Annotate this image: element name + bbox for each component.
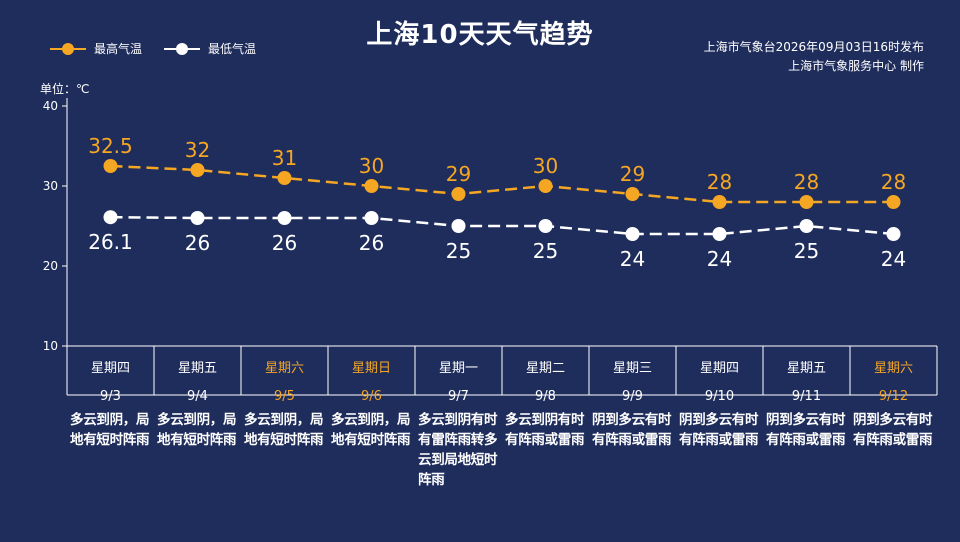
data-point-high [103, 159, 118, 173]
data-label-low: 26 [272, 231, 297, 255]
data-point-low [364, 211, 379, 225]
legend-swatch-low [164, 42, 201, 55]
publisher-line-2: 上海市气象服务中心 制作 [788, 59, 924, 73]
chart-title: 上海10天天气趋势 [366, 20, 594, 50]
data-point-low [886, 227, 901, 241]
data-point-low [625, 227, 640, 241]
weekday-label: 星期六 [265, 361, 304, 376]
weather-description: 阴到多云有时有阵雨或雷雨 [592, 412, 672, 448]
publisher-line-1: 上海市气象台2026年09月03日16时发布 [703, 40, 924, 54]
legend-item-low[interactable]: 最低气温 [164, 40, 256, 57]
weather-description: 多云到阴，局地有短时阵雨 [157, 412, 237, 448]
date-label: 9/4 [187, 389, 208, 404]
weekday-label: 星期日 [352, 361, 391, 376]
date-label: 9/7 [448, 389, 469, 404]
date-label: 9/12 [879, 389, 908, 404]
weekday-label: 星期六 [874, 361, 913, 376]
weekday-label: 星期一 [439, 361, 478, 376]
data-label-low: 26 [185, 231, 210, 255]
publisher-info: 上海市气象台2026年09月03日16时发布 上海市气象服务中心 制作 [704, 38, 924, 76]
data-label-high: 28 [881, 170, 906, 194]
data-label-high: 30 [533, 154, 558, 178]
date-label: 9/6 [361, 389, 382, 404]
data-point-high [190, 163, 205, 177]
data-point-low [277, 211, 292, 225]
series-line-low [110, 215, 894, 236]
series-line-high [110, 164, 894, 204]
data-label-high: 29 [620, 162, 645, 186]
weekday-label: 星期三 [613, 361, 652, 376]
date-label: 9/8 [535, 389, 556, 404]
data-label-low: 25 [446, 239, 471, 263]
data-point-high [712, 195, 727, 209]
data-point-low [190, 211, 205, 225]
date-label: 9/5 [274, 389, 295, 404]
date-label: 9/9 [622, 389, 643, 404]
legend-label-high: 最高气温 [94, 42, 143, 56]
data-label-high: 32.5 [88, 134, 133, 158]
data-point-low [799, 219, 814, 233]
weekday-label: 星期四 [700, 361, 739, 376]
date-label: 9/10 [705, 389, 734, 404]
weekday-label: 星期二 [526, 361, 565, 376]
weather-description: 多云到阴有时有雷阵雨转多云到局地短时阵雨 [418, 412, 498, 488]
weather-description: 阴到多云有时有阵雨或雷雨 [853, 412, 933, 448]
legend-item-high[interactable]: 最高气温 [50, 40, 142, 57]
data-label-high: 32 [185, 138, 210, 162]
data-point-high [277, 171, 292, 185]
weather-description: 阴到多云有时有阵雨或雷雨 [766, 412, 846, 448]
data-label-low: 24 [620, 247, 645, 271]
data-label-low: 24 [881, 247, 906, 271]
y-tick-label: 30 [43, 179, 58, 193]
data-label-high: 29 [446, 162, 471, 186]
weather-description: 多云到阴，局地有短时阵雨 [244, 412, 324, 448]
data-label-high: 28 [794, 170, 819, 194]
data-point-low [451, 219, 466, 233]
data-label-high: 30 [359, 154, 384, 178]
weather-description: 多云到阴有时有阵雨或雷雨 [505, 412, 585, 448]
weather-description: 阴到多云有时有阵雨或雷雨 [679, 412, 759, 448]
data-label-low: 25 [533, 239, 558, 263]
unit-label: 单位：℃ [40, 82, 90, 96]
y-tick-label: 20 [43, 259, 58, 273]
data-label-low: 24 [707, 247, 732, 271]
legend-label-low: 最低气温 [208, 42, 257, 56]
legend: 最高气温 最低气温 [50, 40, 278, 57]
data-point-low [712, 227, 727, 241]
date-label: 9/11 [792, 389, 821, 404]
data-point-low [103, 210, 118, 225]
data-label-low: 26 [359, 231, 384, 255]
weekday-label: 星期五 [178, 361, 217, 376]
data-point-high [364, 179, 379, 193]
data-point-low [538, 219, 553, 233]
date-label: 9/3 [100, 389, 121, 404]
data-label-high: 28 [707, 170, 732, 194]
data-label-low: 25 [794, 239, 819, 263]
data-point-high [451, 187, 466, 201]
data-point-high [886, 195, 901, 209]
weather-description: 多云到阴，局地有短时阵雨 [331, 412, 411, 448]
data-point-high [799, 195, 814, 209]
data-point-high [625, 187, 640, 201]
legend-swatch-high [50, 42, 86, 55]
weekday-label: 星期四 [91, 361, 130, 376]
data-label-high: 31 [272, 146, 297, 170]
weather-description: 多云到阴，局地有短时阵雨 [70, 412, 150, 448]
y-tick-label: 40 [43, 99, 58, 113]
weekday-label: 星期五 [787, 361, 826, 376]
data-label-low: 26.1 [88, 230, 133, 254]
data-point-high [538, 179, 553, 193]
y-tick-label: 10 [43, 339, 58, 353]
